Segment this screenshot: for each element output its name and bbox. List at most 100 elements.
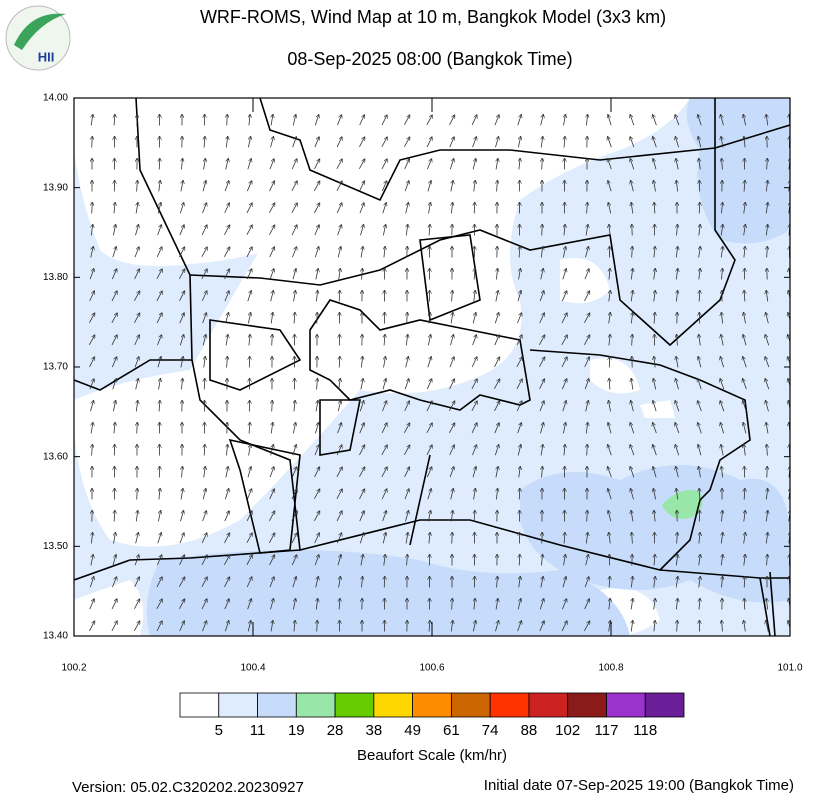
wind-arrow (767, 555, 768, 566)
wind-arrow (404, 181, 409, 192)
wind-arrow (246, 577, 252, 588)
wind-arrow (225, 313, 228, 324)
shade-medium (686, 98, 790, 244)
wind-arrow (721, 137, 723, 148)
wind-arrow (744, 181, 745, 192)
wind-arrow (542, 225, 543, 236)
wind-arrow (744, 577, 745, 588)
wind-arrow (541, 555, 542, 566)
wind-arrow (269, 577, 274, 588)
wind-arrow (426, 445, 432, 456)
wind-arrow (519, 577, 521, 588)
wind-arrow (248, 313, 250, 324)
wind-arrow (156, 621, 162, 632)
wind-arrow (540, 269, 544, 280)
wind-arrow (249, 335, 250, 346)
wind-arrow (202, 511, 207, 522)
wind-arrow (361, 577, 362, 588)
wind-arrow (381, 115, 387, 126)
wind-arrow (722, 511, 723, 522)
wind-arrow (584, 269, 589, 280)
wind-arrow (654, 203, 655, 214)
wind-arrow (609, 533, 611, 544)
wind-arrow (744, 137, 745, 148)
wind-arrow (449, 137, 454, 148)
wind-arrow (384, 357, 386, 368)
wind-arrow (743, 335, 747, 346)
wind-arrow (676, 159, 679, 170)
wind-arrow (247, 599, 252, 610)
wind-arrow (519, 269, 521, 280)
colorbar-label: 19 (288, 722, 305, 739)
wind-arrow (159, 489, 160, 500)
wind-arrow (157, 203, 161, 214)
wind-arrow (292, 423, 295, 434)
wind-arrow (92, 203, 93, 214)
wind-arrow (609, 335, 610, 346)
wind-arrow (608, 423, 612, 434)
wind-arrow (564, 533, 565, 544)
wind-arrow (744, 511, 745, 522)
wind-arrow (631, 181, 634, 192)
wind-arrow (653, 467, 657, 478)
wind-arrow (404, 401, 410, 412)
wind-arrow (472, 137, 477, 148)
wind-arrow (653, 445, 657, 456)
lat-tick-label: 13.40 (43, 631, 68, 642)
wind-arrow (450, 489, 454, 500)
wind-arrow (676, 247, 678, 258)
wind-arrow (562, 401, 566, 412)
wind-arrow (92, 137, 93, 148)
wind-arrow (654, 577, 656, 588)
wind-arrow (291, 203, 297, 214)
wind-arrow (384, 577, 385, 588)
wind-arrow (404, 445, 409, 456)
wind-arrow (315, 269, 318, 280)
wind-arrow (699, 247, 701, 258)
wind-arrow (361, 379, 363, 390)
wind-arrow (404, 137, 409, 148)
wind-arrow (676, 181, 677, 192)
wind-arrow (337, 555, 341, 566)
wind-arrow (381, 445, 387, 456)
logo-circle (5, 5, 71, 71)
wind-arrow (336, 445, 342, 456)
wind-arrow (314, 159, 319, 170)
wind-arrow (201, 225, 207, 236)
wind-arrow (608, 203, 612, 214)
wind-arrow (336, 511, 342, 522)
wind-arrow (181, 159, 182, 170)
wind-arrow (137, 423, 138, 434)
wind-arrow (630, 115, 635, 126)
wind-arrow (452, 599, 453, 610)
wind-arrow (314, 445, 319, 456)
wind-arrow (631, 313, 632, 324)
wind-arrow (586, 533, 588, 544)
wind-arrow (562, 269, 566, 280)
wind-arrow (271, 115, 273, 126)
wind-arrow (584, 379, 589, 390)
wind-arrow (562, 599, 566, 610)
wind-arrow (542, 467, 543, 478)
wind-arrow (291, 159, 297, 170)
wind-arrow (494, 313, 498, 324)
wind-arrow (382, 401, 386, 412)
wind-arrow (361, 357, 362, 368)
wind-arrow (631, 621, 633, 632)
wind-arrow (608, 159, 612, 170)
wind-arrow (541, 137, 543, 148)
wind-arrow (135, 379, 139, 390)
wind-arrow (292, 247, 296, 258)
wind-arrow (137, 489, 138, 500)
wind-arrow (134, 599, 139, 610)
wind-arrow (539, 379, 545, 390)
wind-arrow (270, 599, 274, 610)
wind-arrow (632, 247, 633, 258)
wind-arrow (204, 357, 205, 368)
wind-arrow (743, 401, 747, 412)
wind-arrow (494, 423, 499, 434)
wind-arrow (542, 159, 543, 170)
wind-arrow (584, 577, 589, 588)
wind-arrow (89, 291, 95, 302)
wind-arrow (246, 181, 251, 192)
